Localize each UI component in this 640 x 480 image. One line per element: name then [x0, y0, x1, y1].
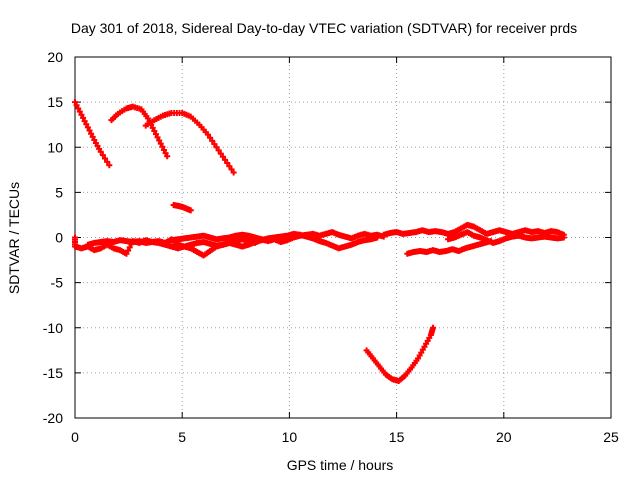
data-point [560, 234, 567, 241]
y-tick-label: 15 [47, 94, 63, 110]
data-point [152, 131, 159, 138]
data-point [157, 140, 164, 147]
data-point [151, 128, 158, 135]
x-tick-label: 20 [496, 429, 512, 445]
data-point [76, 108, 83, 115]
data-point [89, 133, 96, 140]
data-point [156, 137, 163, 144]
data-point [207, 134, 214, 141]
x-tick-label: 0 [71, 429, 79, 445]
data-point [164, 153, 171, 160]
data-series [445, 229, 567, 246]
data-series [404, 238, 494, 257]
chart-title: Day 301 of 2018, Sidereal Day-to-day VTE… [71, 20, 577, 36]
data-points [72, 99, 567, 384]
data-point [123, 250, 130, 257]
y-tick-label: 0 [55, 230, 63, 246]
data-point [125, 247, 132, 254]
data-point [211, 141, 218, 148]
data-point [209, 137, 216, 144]
data-series [363, 324, 437, 384]
data-point [84, 124, 91, 131]
data-point [430, 324, 437, 331]
data-point [228, 166, 235, 173]
data-series [108, 103, 171, 160]
data-series [380, 221, 567, 238]
data-series [142, 109, 237, 176]
data-point [160, 146, 167, 153]
x-tick-label: 10 [282, 429, 298, 445]
data-point [144, 115, 151, 122]
tick-labels: 0 5 10 15 20 25 -20 -15 -10 -5 0 5 10 15 20 [43, 49, 619, 445]
data-series [84, 230, 381, 252]
data-point [99, 152, 106, 159]
data-point [204, 131, 211, 138]
data-point [126, 244, 133, 251]
data-point [154, 134, 161, 141]
data-point [80, 114, 87, 121]
data-point [86, 127, 93, 134]
data-point [72, 99, 78, 106]
data-point [81, 118, 88, 125]
y-tick-label: -15 [43, 365, 63, 381]
x-axis-label: GPS time / hours [287, 457, 394, 473]
x-tick-label: 15 [389, 429, 405, 445]
y-tick-label: 10 [47, 139, 63, 155]
data-point [88, 130, 95, 137]
data-point [78, 111, 85, 118]
y-tick-label: 5 [55, 184, 63, 200]
data-point [213, 144, 220, 151]
data-point [374, 234, 381, 241]
y-axis-label: SDTVAR / TECUs [6, 182, 22, 294]
data-point [187, 207, 194, 214]
data-series [170, 202, 194, 214]
data-point [83, 121, 90, 128]
data-series [72, 99, 113, 169]
data-point [75, 105, 82, 112]
data-point [102, 155, 109, 162]
data-point [97, 148, 104, 155]
data-point [106, 162, 113, 169]
data-point [217, 150, 224, 157]
data-point [224, 160, 231, 167]
y-tick-label: -20 [43, 410, 63, 426]
data-point [230, 169, 237, 176]
data-point [258, 236, 265, 243]
data-point [226, 163, 233, 170]
data-point [104, 158, 111, 165]
data-point [149, 124, 156, 131]
y-tick-label: 20 [47, 49, 63, 65]
data-point [222, 156, 229, 163]
data-point [219, 153, 226, 160]
data-point [159, 143, 166, 150]
data-point [487, 238, 494, 245]
data-point [162, 150, 169, 157]
y-tick-label: -10 [43, 320, 63, 336]
data-point [73, 102, 80, 109]
data-series [168, 231, 265, 244]
x-tick-label: 5 [178, 429, 186, 445]
y-tick-label: -5 [51, 275, 64, 291]
x-tick-label: 25 [603, 429, 619, 445]
data-point [215, 147, 222, 154]
